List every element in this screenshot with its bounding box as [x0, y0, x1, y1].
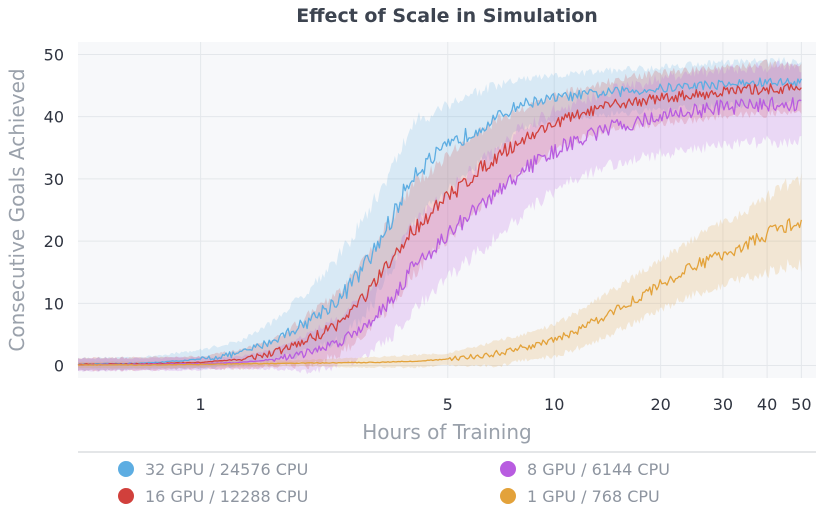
y-tick-label: 40 — [44, 108, 64, 127]
legend-item-1gpu: 1 GPU / 768 CPU — [500, 487, 660, 506]
band-series-0 — [78, 56, 802, 372]
legend-swatch-1gpu — [500, 488, 516, 504]
x-tick-label: 30 — [713, 395, 733, 414]
y-tick-label: 0 — [54, 357, 64, 376]
x-tick-label: 40 — [757, 395, 777, 414]
legend-swatch-32gpu — [118, 461, 134, 477]
legend-swatch-16gpu — [118, 488, 134, 504]
y-axis-label: Consecutive Goals Achieved — [5, 68, 29, 351]
line-series-2 — [77, 96, 802, 366]
legend-swatch-8gpu — [500, 461, 516, 477]
x-tick-label: 5 — [443, 395, 453, 414]
y-tick-label: 50 — [44, 45, 64, 64]
x-tick-label: 50 — [791, 395, 811, 414]
y-tick-label: 30 — [44, 170, 64, 189]
band-series-3 — [78, 172, 802, 369]
legend-label-8gpu: 8 GPU / 6144 CPU — [527, 460, 670, 479]
legend-label-1gpu: 1 GPU / 768 CPU — [527, 487, 660, 506]
band-series-2 — [78, 60, 802, 375]
x-axis-label: Hours of Training — [362, 420, 532, 444]
legend-label-16gpu: 16 GPU / 12288 CPU — [145, 487, 308, 506]
series-lines — [77, 77, 803, 366]
line-series-1 — [77, 83, 802, 366]
line-series-0 — [77, 77, 802, 366]
x-tick-labels: 1 5 10 20 30 40 50 — [196, 395, 812, 414]
legend-item-16gpu: 16 GPU / 12288 CPU — [118, 487, 308, 506]
y-tick-label: 10 — [44, 294, 64, 313]
legend: 32 GPU / 24576 CPU 16 GPU / 12288 CPU 8 … — [118, 460, 670, 506]
legend-label-32gpu: 32 GPU / 24576 CPU — [145, 460, 308, 479]
legend-item-8gpu: 8 GPU / 6144 CPU — [500, 460, 670, 479]
line-series-3 — [77, 218, 803, 366]
chart-title: Effect of Scale in Simulation — [296, 5, 598, 27]
band-series-1 — [78, 59, 802, 372]
confidence-bands — [78, 56, 802, 375]
legend-item-32gpu: 32 GPU / 24576 CPU — [118, 460, 308, 479]
x-tick-label: 20 — [650, 395, 670, 414]
x-tick-label: 1 — [196, 395, 206, 414]
y-tick-labels: 0 10 20 30 40 50 — [44, 45, 64, 375]
y-tick-label: 20 — [44, 232, 64, 251]
x-tick-label: 10 — [544, 395, 564, 414]
